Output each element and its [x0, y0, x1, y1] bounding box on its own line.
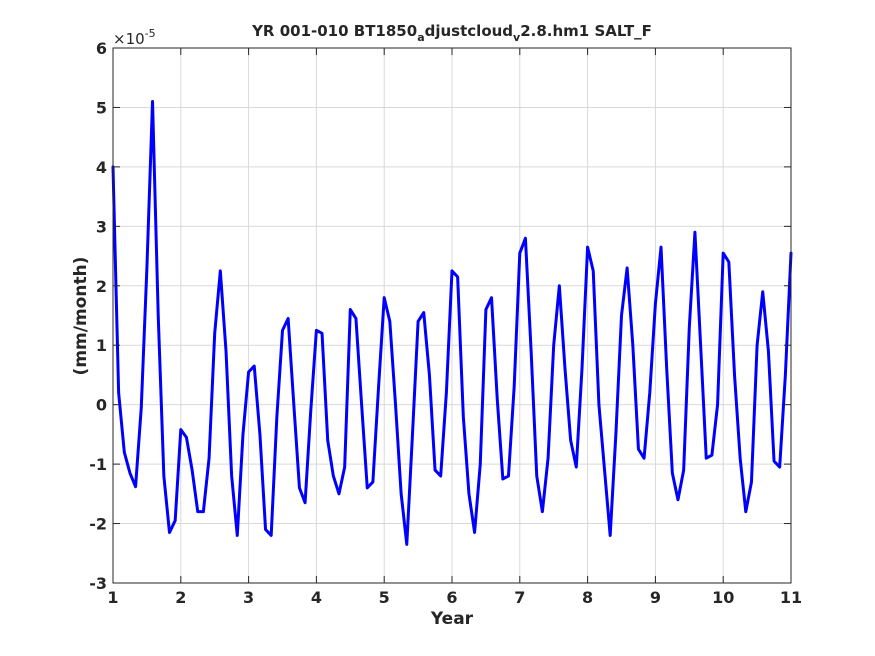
x-tick-label: 7 [514, 588, 525, 607]
x-tick-label: 2 [175, 588, 186, 607]
title-subscript-2: v [513, 31, 521, 44]
x-axis-label: Year [430, 609, 474, 629]
x-tick-label: 3 [243, 588, 254, 607]
series-line [111, 100, 793, 546]
title-part-2: djustcloud [425, 22, 513, 40]
x-tick-label: 1 [107, 588, 118, 607]
series-layer [111, 100, 793, 546]
title-part-3: 2.8.hm1 SALT_F [520, 22, 652, 40]
y-tick-label: -3 [89, 574, 107, 593]
y-exponent-label: ×10-5 [113, 27, 156, 48]
chart-title: YR 001-010 BT1850adjustcloudv2.8.hm1 SAL… [251, 22, 652, 44]
y-tick-label: 3 [96, 217, 107, 236]
x-tick-label: 4 [311, 588, 322, 607]
y-tick-label: 2 [96, 277, 107, 296]
y-tick-label: 4 [96, 158, 107, 177]
y-tick-label: 6 [96, 39, 107, 58]
x-tick-label: 6 [446, 588, 457, 607]
x-tick-label: 9 [650, 588, 661, 607]
title-part-1: YR 001-010 BT1850 [251, 22, 417, 40]
x-tick-label: 10 [712, 588, 734, 607]
ticks [112, 47, 792, 584]
title-subscript-1: a [417, 31, 424, 44]
y-tick-label: 5 [96, 98, 107, 117]
y-tick-label: 0 [96, 396, 107, 415]
y-tick-labels: -3 -2 -1 0 1 2 3 4 5 6 [89, 39, 107, 593]
y-multiplier: ×10 [113, 30, 145, 48]
x-tick-label: 11 [780, 588, 802, 607]
y-tick-label: -1 [89, 455, 107, 474]
x-tick-label: 5 [379, 588, 390, 607]
y-axis-label: (mm/month) [71, 257, 91, 376]
x-tick-label: 8 [582, 588, 593, 607]
x-tick-labels: 1 2 3 4 5 6 7 8 9 10 11 [107, 588, 802, 607]
y-exponent: -5 [145, 27, 156, 40]
y-tick-label: 1 [96, 336, 107, 355]
y-tick-label: -2 [89, 515, 107, 534]
